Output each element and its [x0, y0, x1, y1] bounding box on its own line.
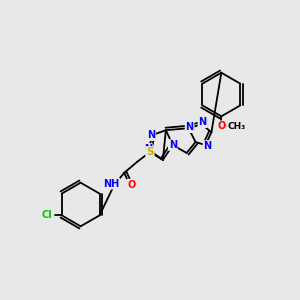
Text: CH₃: CH₃ — [227, 122, 245, 131]
Text: Cl: Cl — [41, 210, 52, 220]
Text: N: N — [147, 130, 155, 140]
Text: N: N — [144, 144, 152, 154]
Text: NH: NH — [103, 179, 119, 189]
Text: N: N — [203, 141, 211, 151]
Text: N: N — [198, 117, 207, 127]
Text: O: O — [127, 180, 135, 190]
Text: N: N — [169, 140, 177, 150]
Text: O: O — [217, 121, 226, 131]
Text: S: S — [146, 147, 154, 157]
Text: N: N — [186, 122, 194, 132]
